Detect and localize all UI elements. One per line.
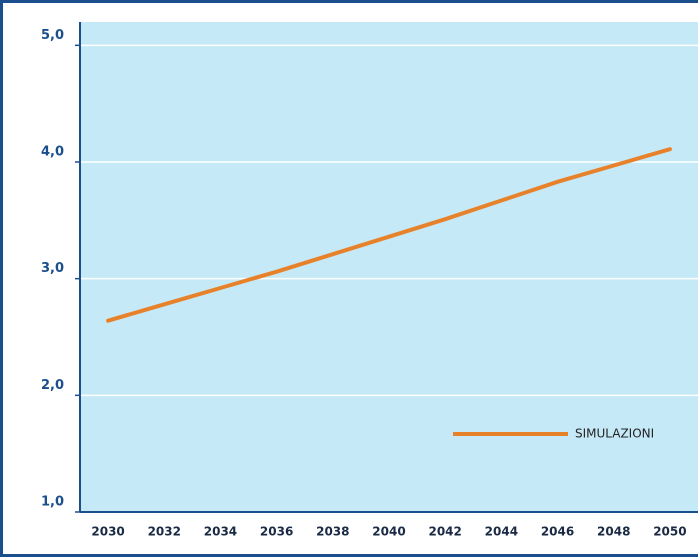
x-tick-label: 2048 — [597, 525, 630, 539]
x-tick-label: 2038 — [316, 525, 349, 539]
x-tick-label: 2036 — [260, 525, 293, 539]
y-tick-label: 4,0 — [41, 145, 64, 160]
x-tick-label: 2044 — [485, 525, 518, 539]
x-tick-label: 2040 — [372, 525, 405, 539]
x-tick-label: 2034 — [204, 525, 237, 539]
x-tick-label: 2050 — [653, 525, 686, 539]
legend-label: SIMULAZIONI — [575, 427, 654, 441]
y-tick-label: 3,0 — [41, 261, 64, 276]
y-tick-label: 5,0 — [41, 28, 64, 43]
x-tick-label: 2042 — [428, 525, 461, 539]
y-tick-label: 1,0 — [41, 495, 64, 510]
y-tick-label: 2,0 — [41, 378, 64, 393]
x-tick-label: 2032 — [148, 525, 181, 539]
x-tick-label: 2046 — [541, 525, 574, 539]
plot-area — [80, 22, 698, 512]
x-tick-label: 2030 — [91, 525, 124, 539]
series-line — [106, 147, 672, 323]
